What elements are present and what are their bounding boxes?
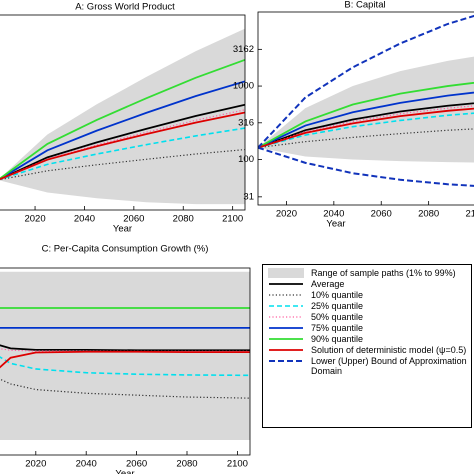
series-line [0,356,250,377]
x-tick-label: 2080 [173,214,194,225]
legend-label: Average [311,279,345,289]
series-line [0,344,250,352]
legend-swatch [269,327,303,329]
x-tick-label: 2100 [222,214,243,225]
legend-item: Lower (Upper) Bound of Approximation Dom… [267,356,467,376]
y-tick-label: 100 [238,154,254,165]
legend-swatch [269,349,303,351]
legend-item: Average [267,279,467,289]
sample-range-band [0,28,245,205]
legend-item: 75% quantile [267,323,467,333]
x-tick-label: 2060 [123,214,144,225]
series-line [258,112,474,149]
legend-swatch [269,360,303,362]
x-tick-label: 2080 [418,209,439,220]
series-line [0,350,250,369]
x-tick-label: 2100 [227,459,248,470]
plot-area [0,28,245,205]
x-tick-label: 2040 [76,459,97,470]
legend-item: Range of sample paths (1% to 99%) [267,268,467,278]
legend-label: Solution of deterministic model (ψ=0.5) [311,345,467,355]
plot-frame [0,267,251,456]
series-line [258,91,474,149]
series-line [258,81,474,149]
legend-item: Solution of deterministic model (ψ=0.5) [267,345,467,355]
x-axis-label: Year [326,219,345,230]
legend-label: 75% quantile [311,323,364,333]
panel-title: A: Gross World Product [75,2,175,13]
plot-area [258,14,474,187]
series-line [0,59,245,180]
legend-label: 10% quantile [311,290,364,300]
series-line [258,107,474,149]
y-tick-label: 3162 [233,44,254,55]
x-axis-label: Year [115,469,134,474]
y-tick-label: 31 [243,191,254,202]
legend-label: 25% quantile [311,301,364,311]
legend-item: 50% quantile [267,312,467,322]
series-line [258,14,474,149]
series-line [0,378,250,399]
x-tick-label: 2100 [465,209,474,220]
legend-label: 50% quantile [311,312,364,322]
plot-area [0,271,250,441]
series-line [0,80,245,180]
x-tick-label: 2020 [276,209,297,220]
x-tick-label: 2040 [323,209,344,220]
series-line [0,127,245,181]
x-tick-label: 2080 [176,459,197,470]
series-line [0,148,245,181]
series-line [258,128,474,149]
legend: Range of sample paths (1% to 99%) Average… [262,264,472,428]
x-tick-label: 2060 [126,459,147,470]
series-line [258,102,474,149]
panel-title: C: Per-Capita Consumption Growth (%) [42,244,209,255]
legend-item: 10% quantile [267,290,467,300]
legend-swatch [269,338,303,340]
x-tick-label: 2020 [24,214,45,225]
series-line [258,105,474,149]
legend-item: 25% quantile [267,301,467,311]
series-line [258,146,474,187]
plot-frame [0,14,246,211]
series-line [0,103,245,181]
x-tick-label: 2040 [74,214,95,225]
x-tick-label: 2060 [371,209,392,220]
x-axis-label: Year [113,224,132,235]
y-tick-label: 316 [238,117,254,128]
series-line [0,111,245,181]
plot-frame [257,11,474,206]
legend-swatch [269,283,303,285]
swatch-rect [268,268,304,278]
legend-swatch [269,305,303,307]
legend-item: 90% quantile [267,334,467,344]
legend-label: Lower (Upper) Bound of Approximation Dom… [311,356,467,376]
x-tick-label: 2020 [25,459,46,470]
legend-swatch [269,316,303,318]
y-tick-label: 1000 [233,81,254,92]
legend-label: 90% quantile [311,334,364,344]
legend-swatch [269,294,303,296]
sample-range-band [258,56,474,163]
legend-swatch [268,268,304,278]
legend-label: Range of sample paths (1% to 99%) [311,268,456,278]
panel-title: B: Capital [344,0,385,11]
sample-range-band [0,271,250,441]
